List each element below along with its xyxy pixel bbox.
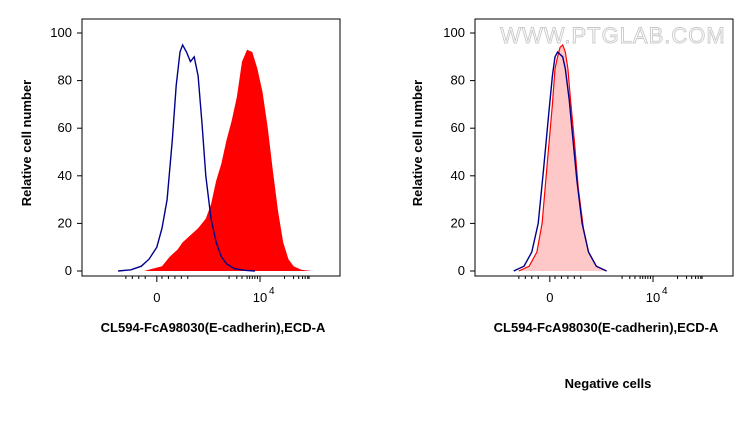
right-x-tick-label: 10 [646,290,660,305]
left-panel: 0 20 40 60 80 100 0 10 4 Relative cell number C… [19,18,341,335]
left-y-tick-label: 100 [50,25,72,40]
left-y-tick-label: 60 [58,120,72,135]
right-panel: 0 20 40 60 80 100 0 10 4 Relative cell number C… [410,18,734,335]
left-plot-area [118,43,312,272]
right-y-tick-label: 60 [451,120,465,135]
left-y-axis-label: Relative cell number [19,80,34,206]
right-y-tick-label: 80 [451,73,465,88]
left-plot-frame [81,18,341,277]
left-y-tick-label: 20 [58,215,72,230]
left-y-tick-label: 40 [58,168,72,183]
caption: Negative cells [565,376,652,391]
right-y-tick-label: 20 [451,215,465,230]
right-series-0-area [518,44,607,272]
right-plot-area [513,43,607,272]
left-y-tick-label: 80 [58,73,72,88]
right-y-tick-label: 0 [458,263,465,278]
left-series-0-area [143,49,312,272]
right-y-tick-label: 100 [443,25,465,40]
right-y-tick-label: 40 [451,168,465,183]
left-series-1-line [118,43,255,272]
left-x-tick-label: 0 [153,290,160,305]
right-y-axis-label: Relative cell number [410,80,425,206]
right-x-axis-label: CL594-FcA98030(E-cadherin),ECD-A [494,320,719,335]
left-x-ticks: 0 10 4 [125,276,310,305]
left-x-tick-label: 10 [253,290,267,305]
watermark: WWW.PTGLAB.COM [500,23,725,48]
left-x-tick-exponent: 4 [269,286,275,297]
right-plot-frame [474,18,734,277]
right-y-ticks: 0 20 40 60 80 100 [443,25,475,278]
right-x-tick-label: 0 [546,290,553,305]
right-series-1-line [513,50,607,272]
left-x-axis-label: CL594-FcA98030(E-cadherin),ECD-A [101,320,326,335]
left-y-tick-label: 0 [65,263,72,278]
right-x-tick-exponent: 4 [662,286,668,297]
left-y-ticks: 0 20 40 60 80 100 [50,25,82,278]
right-x-ticks: 0 10 4 [518,276,703,305]
